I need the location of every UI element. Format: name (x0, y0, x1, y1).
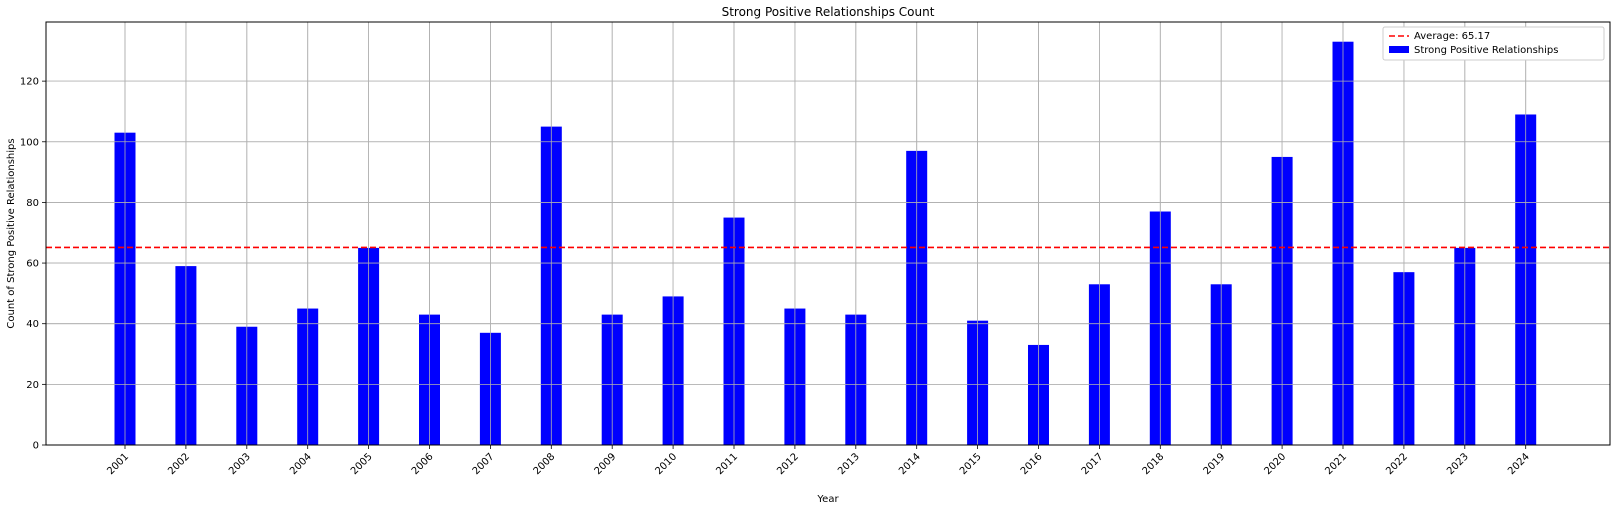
legend-average-label: Average: 65.17 (1414, 31, 1490, 42)
chart-title: Strong Positive Relationships Count (722, 5, 935, 19)
x-axis-label: Year (816, 494, 839, 505)
y-tick-label: 40 (26, 319, 39, 330)
legend-bar-label: Strong Positive Relationships (1414, 45, 1558, 56)
y-tick-label: 80 (26, 198, 39, 209)
legend-box (1382, 26, 1605, 61)
plot-frame (45, 21, 1611, 446)
y-tick-label: 20 (26, 380, 39, 391)
y-axis-label: Count of Strong Positive Relationships (6, 138, 17, 328)
legend: Average: 65.17 Strong Positive Relations… (1382, 26, 1605, 61)
y-axis-ticks: 0 20 40 60 80 100 120 (20, 77, 46, 452)
y-tick-label: 0 (33, 441, 39, 452)
y-tick-label: 100 (20, 137, 39, 148)
legend-bar-swatch (1389, 46, 1409, 53)
y-tick-label: 60 (26, 259, 39, 270)
y-tick-label: 120 (20, 77, 39, 88)
